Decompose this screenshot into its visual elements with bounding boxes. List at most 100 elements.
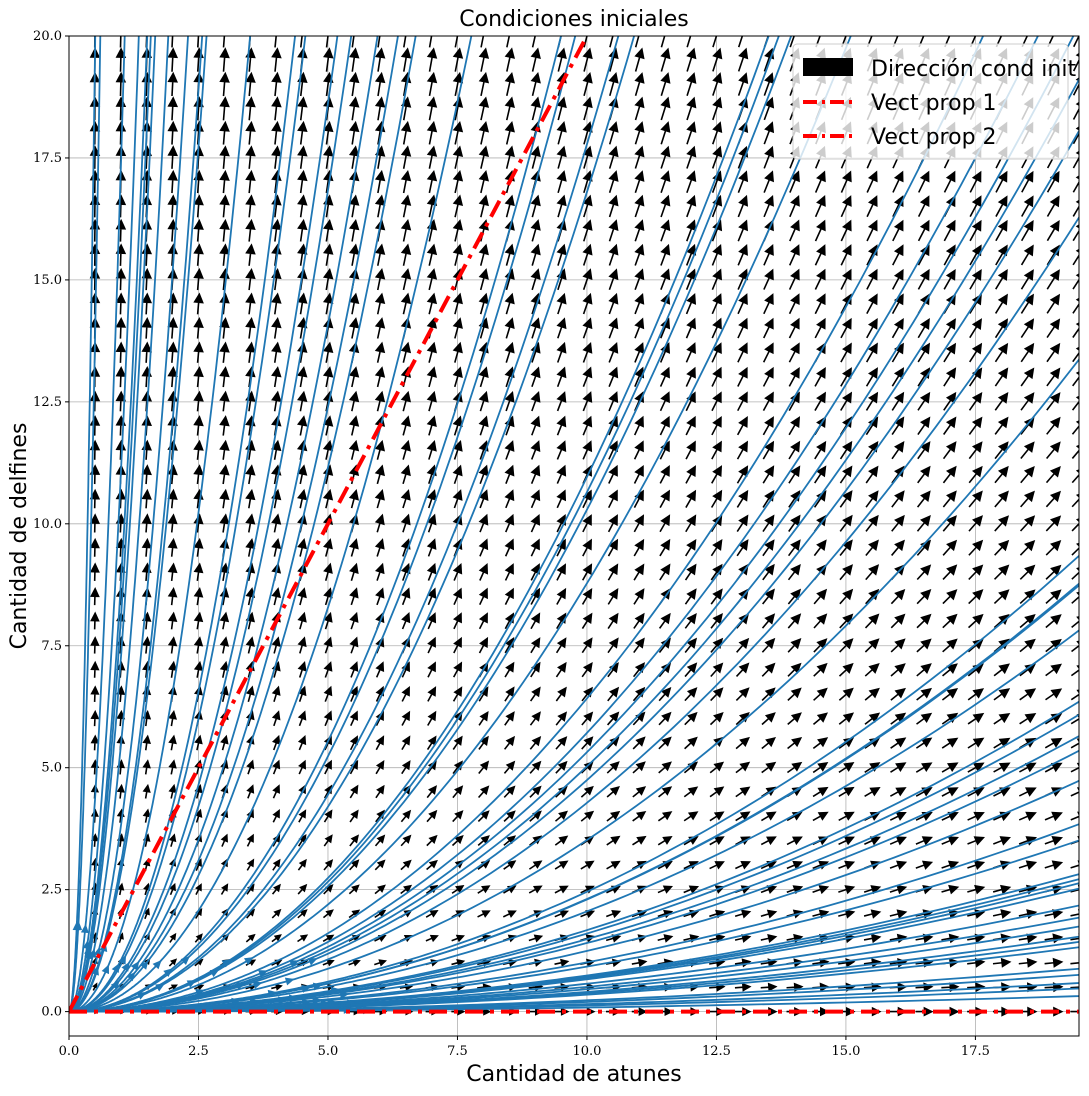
- quiver-arrow: [787, 588, 802, 605]
- quiver-arrow: [891, 391, 905, 411]
- quiver-arrow: [348, 390, 360, 412]
- quiver-arrow: [504, 292, 515, 315]
- quiver-arrow: [556, 96, 567, 121]
- quiver-arrow: [761, 761, 777, 774]
- streamline-arrowhead: [284, 977, 295, 986]
- quiver-arrow: [658, 711, 672, 726]
- quiver-arrow: [582, 268, 593, 291]
- quiver-arrow: [451, 834, 464, 847]
- quiver-arrow: [814, 465, 827, 484]
- quiver-arrow: [323, 611, 333, 630]
- quiver-arrow: [400, 47, 412, 72]
- quiver-arrow: [890, 712, 907, 725]
- quiver-arrow: [890, 613, 906, 629]
- quiver-arrow: [941, 787, 959, 797]
- quiver-arrow: [478, 735, 489, 750]
- quiver-arrow: [943, 391, 957, 411]
- quiver-arrow: [504, 513, 515, 533]
- quiver-arrow: [917, 219, 930, 242]
- quiver-arrow: [529, 760, 542, 774]
- quiver-arrow: [813, 638, 828, 653]
- quiver-arrow: [968, 490, 983, 508]
- quiver-arrow: [684, 736, 698, 750]
- quiver-arrow: [1019, 638, 1036, 653]
- quiver-arrow: [401, 686, 410, 702]
- quiver-arrow: [348, 120, 360, 145]
- quiver-arrow: [969, 170, 982, 193]
- quiver-arrow: [1045, 490, 1061, 508]
- quiver-arrow: [167, 611, 178, 630]
- quiver-arrow: [608, 268, 619, 291]
- quiver-arrow: [1019, 762, 1037, 773]
- quiver-arrow: [375, 587, 385, 606]
- quiver-arrow: [143, 907, 150, 920]
- quiver-arrow: [141, 316, 153, 339]
- quiver-arrow: [916, 613, 932, 629]
- quiver-arrow: [297, 834, 307, 847]
- quiver-arrow: [606, 785, 620, 798]
- quiver-arrow: [167, 341, 178, 363]
- quiver-arrow: [840, 268, 852, 290]
- quiver-arrow: [1072, 126, 1079, 145]
- quiver-arrow: [193, 636, 204, 654]
- quiver-arrow: [967, 860, 986, 870]
- quiver-arrow: [400, 439, 411, 460]
- quiver-arrow: [90, 660, 100, 678]
- quiver-arrow: [866, 219, 878, 242]
- quiver-arrow: [400, 859, 412, 871]
- quiver-arrow: [993, 712, 1011, 725]
- quiver-arrow: [735, 811, 751, 822]
- quiver-arrow: [994, 367, 1009, 387]
- quiver-arrow: [582, 341, 593, 363]
- quiver-arrow: [167, 587, 178, 606]
- quiver-arrow: [271, 145, 282, 169]
- quiver-arrow: [889, 885, 908, 895]
- quiver-arrow: [1070, 884, 1079, 893]
- quiver-arrow: [633, 415, 644, 436]
- quiver-arrow: [1045, 564, 1062, 580]
- quiver-arrow: [891, 441, 905, 460]
- quiver-arrow: [348, 439, 360, 460]
- quiver-arrow: [219, 464, 230, 485]
- quiver-arrow: [890, 638, 906, 653]
- quiver-arrow: [968, 613, 984, 629]
- quiver-arrow: [530, 612, 541, 630]
- quiver-arrow: [271, 96, 282, 121]
- quiver-arrow: [839, 638, 854, 653]
- quiver-arrow: [660, 268, 671, 290]
- quiver-arrow: [452, 170, 464, 194]
- quiver-arrow: [245, 513, 256, 533]
- quiver-arrow: [992, 884, 1012, 895]
- quiver-arrow: [580, 860, 595, 870]
- quiver-arrow: [531, 36, 536, 48]
- quiver-arrow: [761, 637, 776, 653]
- quiver-arrow: [607, 563, 619, 581]
- quiver-arrow: [374, 834, 386, 847]
- quiver-arrow: [814, 244, 826, 266]
- quiver-arrow: [994, 392, 1009, 411]
- quiver-arrow: [686, 145, 697, 169]
- quiver-arrow: [556, 170, 567, 194]
- quiver-arrow: [684, 612, 697, 629]
- quiver-arrow: [478, 145, 490, 169]
- streamline-arrowhead: [355, 1001, 365, 1010]
- quiver-arrow: [917, 465, 931, 484]
- quiver-arrow: [503, 835, 517, 846]
- quiver-arrow: [631, 1007, 648, 1016]
- quiver-arrow: [788, 489, 801, 508]
- quiver-arrow: [1072, 150, 1079, 169]
- quiver-arrow: [684, 687, 698, 702]
- quiver-arrow: [504, 390, 515, 412]
- quiver-arrow: [710, 662, 724, 678]
- quiver-arrow: [115, 194, 127, 218]
- quiver-arrow: [530, 637, 541, 654]
- quiver-arrow: [1072, 248, 1079, 266]
- quiver-arrow: [864, 613, 880, 629]
- quiver-arrow: [968, 391, 983, 411]
- quiver-arrow: [168, 783, 177, 799]
- quiver-arrow: [787, 712, 802, 726]
- quiver-arrow: [606, 835, 621, 846]
- quiver-arrow: [452, 464, 463, 485]
- quiver-arrow: [608, 292, 619, 315]
- quiver-arrow: [297, 488, 308, 509]
